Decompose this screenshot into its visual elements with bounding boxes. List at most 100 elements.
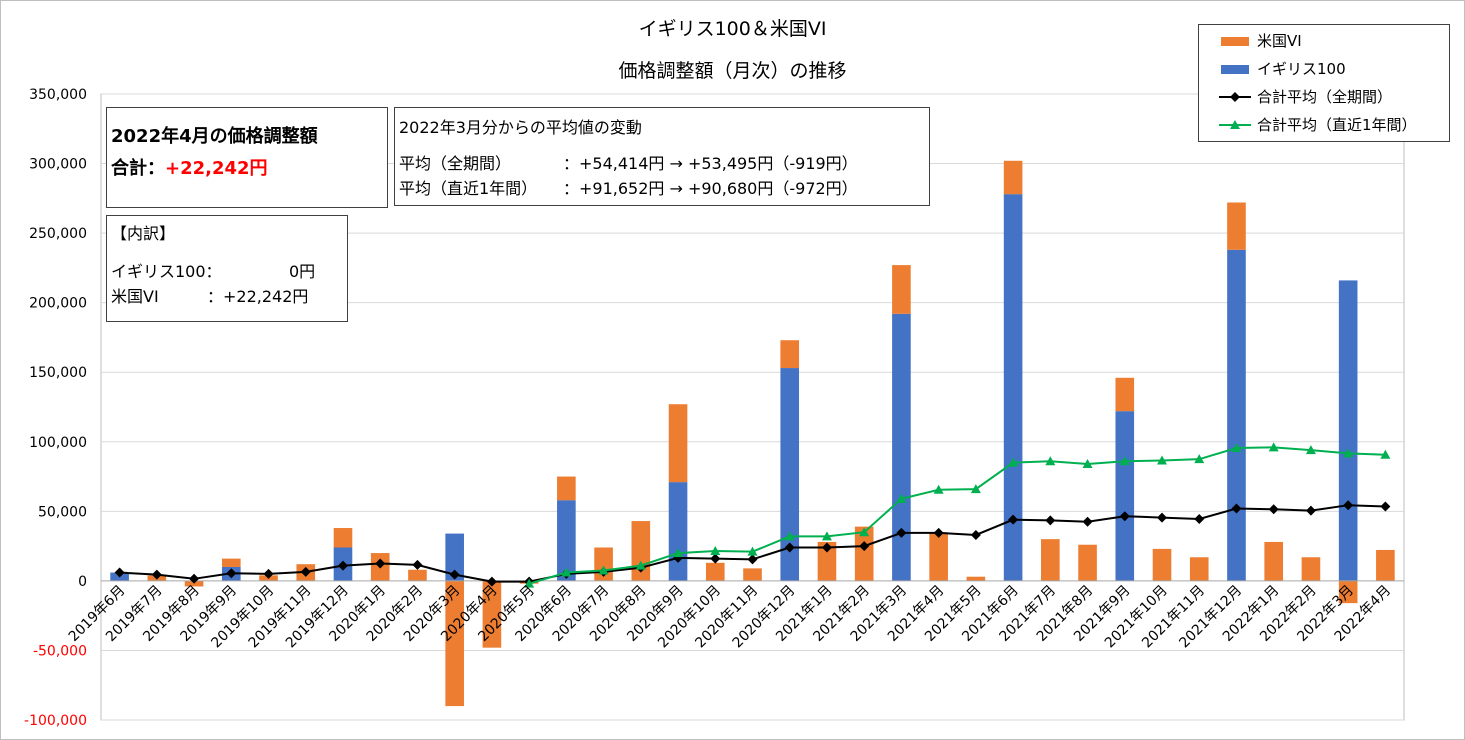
bar-usvi-27 <box>1115 377 1135 412</box>
marker-avg-all-10 <box>486 576 497 587</box>
bar-usvi-30 <box>1227 202 1246 250</box>
marker-avg-year-13 <box>598 565 609 575</box>
marker-avg-all-9 <box>449 569 460 580</box>
marker-avg-all-20 <box>859 541 870 552</box>
y-tick-label-2: 0 <box>78 574 87 590</box>
marker-avg-all-28 <box>1157 512 1168 523</box>
april-total: 合計：+22,242円 <box>111 154 268 180</box>
marker-avg-year-33 <box>1343 448 1354 458</box>
marker-avg-all-24 <box>1008 514 1019 525</box>
change-heading: 2022年3月分からの平均値の変動 <box>399 118 642 137</box>
bar-uk100-24 <box>1003 194 1023 581</box>
bar-usvi-33 <box>1338 580 1358 604</box>
marker-avg-all-19 <box>821 542 832 553</box>
breakdown-row2-sep: ： <box>207 287 224 306</box>
marker-avg-all-18 <box>784 542 795 553</box>
marker-avg-year-15 <box>673 548 684 558</box>
marker-avg-year-19 <box>821 531 832 541</box>
bar-uk100-18 <box>780 368 800 581</box>
bar-usvi-26 <box>1078 544 1097 581</box>
legend-swatch-uk100 <box>1221 65 1249 74</box>
bar-usvi-16 <box>705 562 725 581</box>
bar-usvi-10 <box>482 580 502 648</box>
marker-avg-all-25 <box>1045 515 1056 526</box>
average-change-box: 2022年3月分からの平均値の変動 平均（全期間） ：+54,414円 → +5… <box>394 107 930 206</box>
bar-usvi-24 <box>1003 160 1023 195</box>
bar-usvi-32 <box>1301 557 1321 581</box>
bar-usvi-6 <box>333 528 353 548</box>
bar-usvi-21 <box>892 265 911 314</box>
april-summary-box: 2022年4月の価格調整額 合計：+22,242円 <box>106 107 388 208</box>
line-avg-year <box>528 446 1386 585</box>
april-heading: 2022年4月の価格調整額 <box>111 126 318 147</box>
bar-usvi-22 <box>929 532 948 581</box>
marker-avg-year-27 <box>1119 456 1130 466</box>
marker-avg-year-11 <box>524 578 535 588</box>
y-tick-label-6: 200,000 <box>29 296 87 312</box>
bar-usvi-31 <box>1264 541 1284 581</box>
marker-avg-year-29 <box>1194 454 1205 464</box>
y-tick-label-4: 100,000 <box>29 435 87 451</box>
breakdown-row2-value: ：+22,242円 <box>207 283 308 307</box>
bar-usvi-29 <box>1189 557 1209 581</box>
marker-avg-year-26 <box>1082 459 1093 469</box>
marker-avg-all-4 <box>263 568 274 579</box>
marker-avg-year-20 <box>859 527 870 537</box>
marker-avg-all-17 <box>747 554 758 565</box>
marker-avg-year-25 <box>1045 456 1056 466</box>
legend-label-uk100: イギリス100 <box>1257 60 1346 78</box>
breakdown-row1-value: 0円 <box>289 262 316 281</box>
marker-avg-year-32 <box>1305 445 1316 455</box>
legend-label-avg-all: 合計平均（全期間） <box>1257 88 1393 106</box>
change-row2-label: 平均（直近1年間） <box>399 179 538 198</box>
y-tick-label-9: 350,000 <box>29 87 87 103</box>
bar-usvi-34 <box>1376 549 1395 581</box>
y-tick-label-5: 150,000 <box>29 365 87 381</box>
marker-avg-all-34 <box>1380 501 1391 512</box>
marker-avg-all-32 <box>1305 505 1316 516</box>
bar-uk100-27 <box>1115 411 1135 581</box>
change-row1-label: 平均（全期間） <box>399 154 512 173</box>
marker-avg-year-12 <box>561 567 572 577</box>
bar-usvi-18 <box>780 340 800 369</box>
legend-line-avg-year <box>1219 120 1251 129</box>
bar-uk100-12 <box>557 500 576 581</box>
change-row1-value: ：+54,414円 → +53,495円（-919円） <box>563 154 858 173</box>
marker-avg-year-17 <box>747 546 758 556</box>
marker-avg-all-26 <box>1082 516 1093 527</box>
marker-avg-year-31 <box>1268 442 1279 452</box>
marker-avg-all-30 <box>1231 503 1242 514</box>
marker-avg-year-30 <box>1231 443 1242 453</box>
bar-usvi-12 <box>557 476 576 501</box>
y-tick-label-8: 300,000 <box>29 157 87 173</box>
y-tick-label-7: 250,000 <box>29 226 87 242</box>
breakdown-box: 【内訳】 イギリス100： 0円 米国VI ：+22,242円 <box>106 215 348 322</box>
marker-avg-year-28 <box>1157 455 1168 465</box>
y-tick-label-0: -100,000 <box>24 713 87 729</box>
marker-avg-all-21 <box>896 527 907 538</box>
breakdown-row1-label: イギリス100： <box>111 262 222 281</box>
bar-uk100-33 <box>1338 280 1358 581</box>
marker-avg-all-3 <box>226 568 237 579</box>
marker-avg-all-22 <box>933 527 944 538</box>
marker-avg-year-34 <box>1380 449 1391 459</box>
marker-avg-all-33 <box>1343 500 1354 511</box>
marker-avg-all-16 <box>710 553 721 564</box>
chart-title-line2: 価格調整額（月次）の推移 <box>618 60 847 82</box>
marker-avg-all-27 <box>1119 511 1130 522</box>
marker-avg-all-1 <box>151 569 162 580</box>
marker-avg-year-24 <box>1008 457 1019 467</box>
april-total-label: 合計： <box>111 158 165 179</box>
bar-uk100-30 <box>1227 249 1246 581</box>
y-tick-label-3: 50,000 <box>38 504 87 520</box>
chart-legend: 米国VI イギリス100 合計平均（全期間） 合計平均（直近1年間） <box>1198 24 1450 142</box>
breakdown-row2-amount: +22,242円 <box>223 287 309 306</box>
marker-avg-year-16 <box>710 545 721 555</box>
marker-avg-year-21 <box>896 493 907 503</box>
marker-avg-all-6 <box>337 560 348 571</box>
april-total-value: +22,242円 <box>165 158 268 179</box>
marker-avg-all-29 <box>1194 513 1205 524</box>
chart-title-line1: イギリス100＆米国VI <box>638 18 827 40</box>
marker-avg-all-0 <box>114 567 125 578</box>
